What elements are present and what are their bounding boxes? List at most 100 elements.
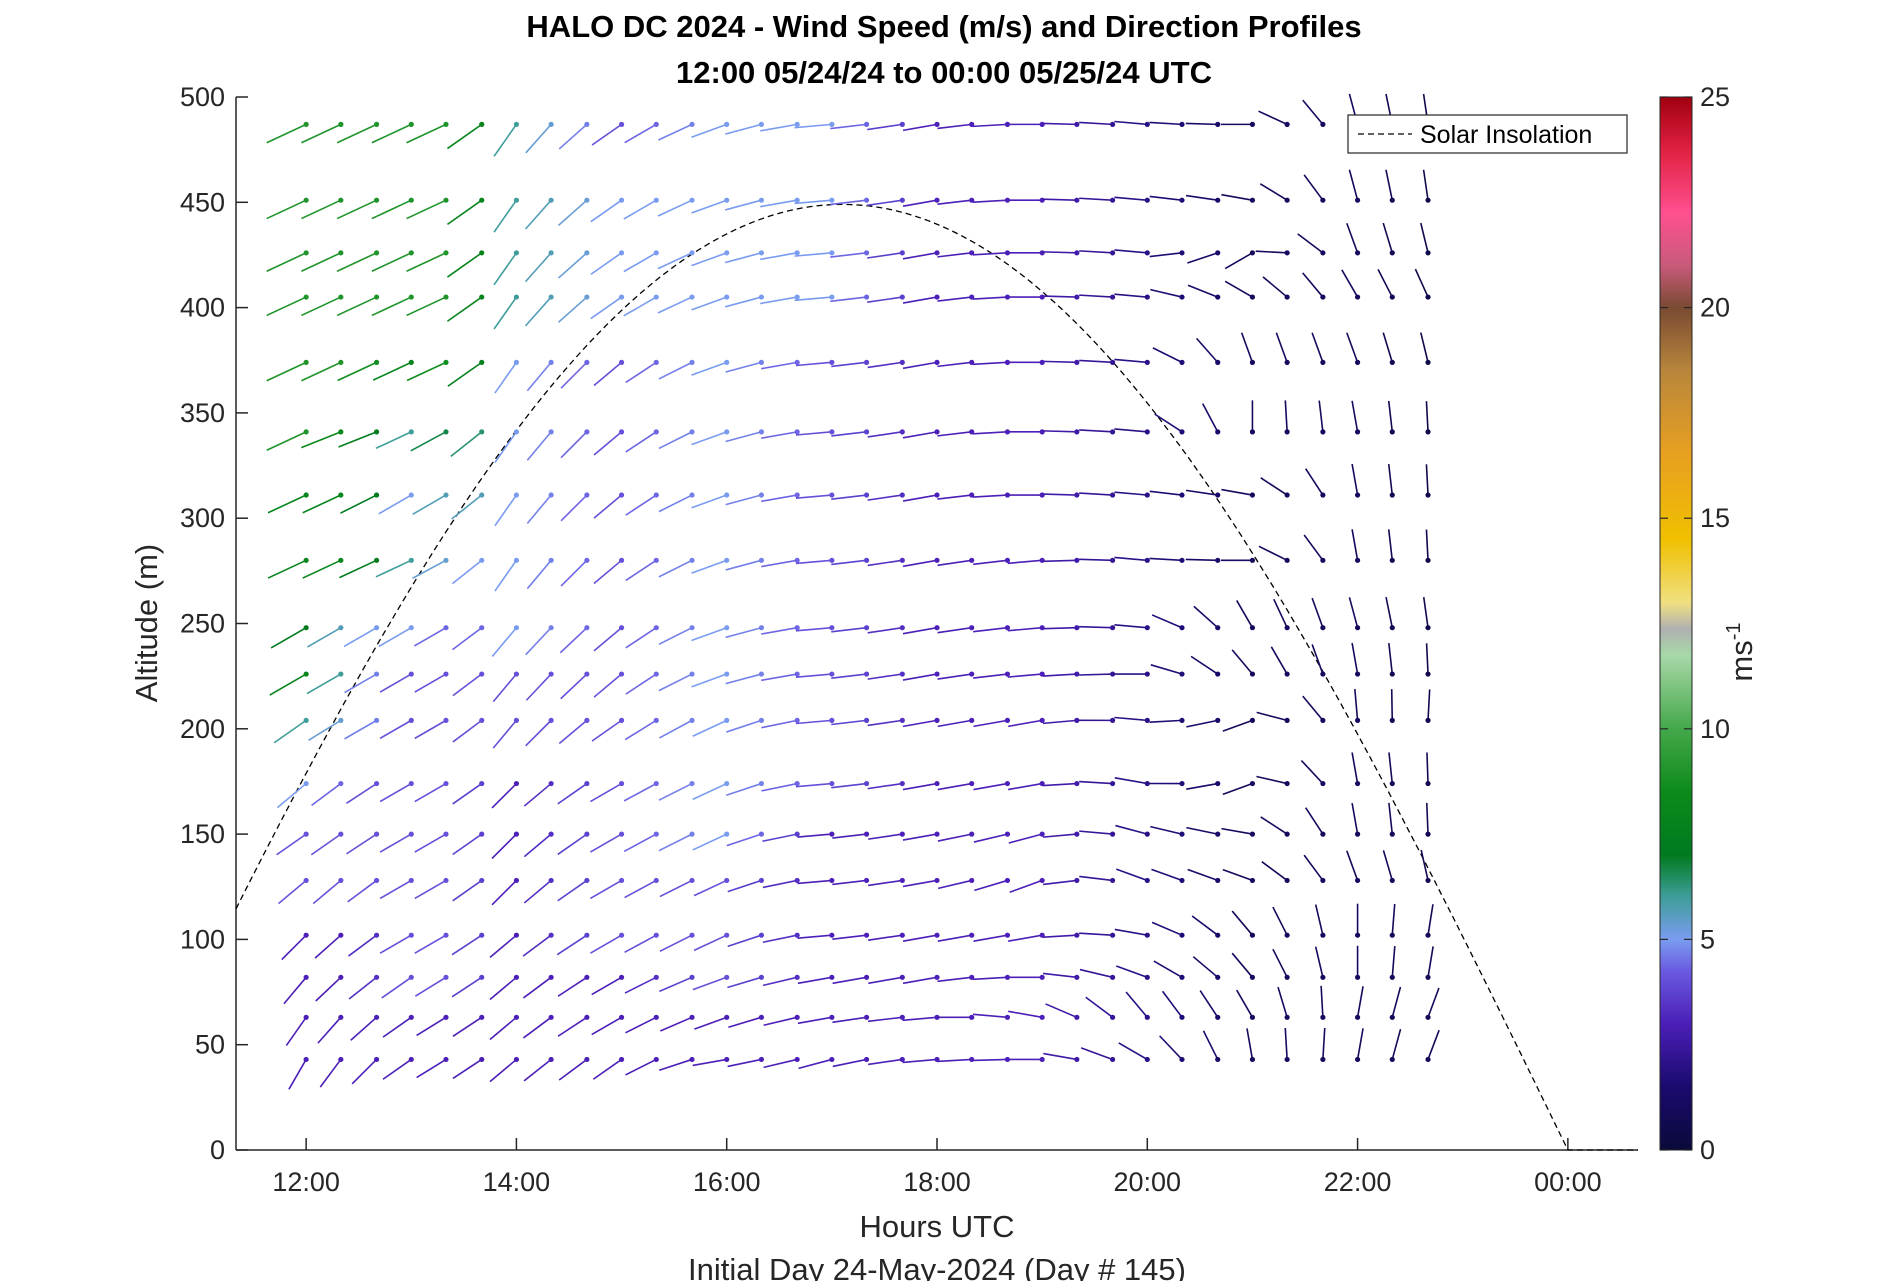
wind-barb-base: [1215, 717, 1221, 723]
wind-barb-base: [338, 557, 344, 563]
wind-barb: [1314, 946, 1324, 978]
wind-barb-base: [303, 1014, 309, 1020]
wind-barb-base: [1425, 429, 1431, 435]
wind-barb-base: [1249, 877, 1256, 884]
wind-barb: [346, 782, 378, 804]
wind-barb: [1224, 280, 1253, 298]
wind-barb-base: [303, 359, 309, 365]
wind-barb-base: [1389, 625, 1395, 631]
wind-barb: [868, 1058, 903, 1066]
wind-barb: [1277, 986, 1288, 1018]
wind-barb-base: [303, 1056, 309, 1063]
wind-barb: [830, 123, 867, 130]
wind-barb-base: [1425, 932, 1431, 938]
wind-barb-base: [1354, 780, 1361, 787]
wind-barb-base: [899, 250, 905, 256]
wind-barb: [1382, 222, 1394, 254]
wind-barb-base: [1320, 197, 1326, 203]
wind-barb-base: [1320, 557, 1326, 563]
wind-barb-base: [1320, 932, 1326, 938]
wind-barb-base: [1144, 121, 1150, 127]
wind-barb: [726, 833, 762, 847]
wind-barb-base: [373, 625, 380, 631]
wind-barb-base: [794, 1014, 800, 1020]
wind-barb-base: [1425, 250, 1431, 256]
wind-barb-base: [1389, 557, 1395, 563]
wind-barb: [1114, 624, 1148, 629]
wind-barb-base: [1425, 717, 1431, 723]
wind-barb: [1231, 649, 1254, 675]
wind-barb-base: [1179, 557, 1185, 563]
wind-barb: [691, 296, 727, 311]
wind-barb: [1114, 196, 1148, 201]
wind-barb: [1273, 598, 1288, 629]
wind-barb-base: [1004, 932, 1011, 938]
wind-barb: [726, 719, 762, 733]
wind-barb-base: [1179, 250, 1185, 256]
wind-barb-base: [618, 671, 625, 677]
wind-barb-base: [1004, 121, 1011, 127]
wind-barb-base: [513, 429, 520, 435]
wind-barb-base: [1004, 1014, 1011, 1020]
wind-barb: [1351, 802, 1359, 835]
wind-barb-base: [689, 625, 695, 631]
wind-barb-base: [758, 974, 765, 980]
wind-barb: [1262, 276, 1288, 298]
wind-barb: [724, 296, 762, 308]
wind-barb-base: [1109, 877, 1116, 884]
wind-barb-base: [1144, 780, 1150, 787]
wind-barb: [525, 627, 552, 656]
wind-barb-base: [1179, 932, 1185, 938]
wind-barb-base: [1354, 625, 1361, 631]
wind-barb-base: [1144, 294, 1150, 300]
wind-barb-base: [443, 294, 449, 300]
wind-barb: [625, 627, 657, 649]
wind-barb-base: [829, 557, 835, 563]
wind-barb-base: [724, 359, 730, 365]
wind-barb: [589, 934, 622, 954]
wind-barb-base: [1389, 974, 1395, 980]
wind-barb: [902, 782, 938, 791]
wind-barb-base: [338, 250, 344, 256]
wind-barb: [1079, 780, 1113, 785]
wind-barb: [270, 627, 307, 649]
x-axis-label: Hours UTC: [859, 1209, 1014, 1244]
wind-barb: [937, 199, 972, 206]
wind-barb-base: [689, 121, 695, 127]
wind-barb-base: [479, 671, 485, 677]
wind-barb-base: [618, 932, 625, 938]
wind-barb-base: [1249, 717, 1256, 723]
wind-barb: [937, 559, 972, 567]
wind-barb: [492, 673, 518, 703]
wind-barbs: [266, 93, 1440, 1090]
wind-barb: [902, 673, 938, 681]
wind-barb-base: [934, 197, 940, 203]
wind-barb: [1388, 802, 1394, 835]
wind-barb-base: [899, 974, 905, 980]
wind-barb: [937, 782, 972, 791]
wind-barb: [902, 494, 938, 502]
wind-barb: [795, 494, 832, 499]
wind-barb-base: [373, 557, 380, 563]
wind-barb: [379, 934, 412, 954]
wind-barb-base: [689, 359, 695, 365]
wind-barb: [1116, 965, 1148, 979]
wind-barb-base: [1215, 294, 1221, 300]
wind-barb-base: [1284, 717, 1290, 723]
wind-barb: [493, 252, 518, 286]
wind-barb: [624, 719, 657, 741]
wind-barb-base: [408, 429, 414, 435]
wind-barb-base: [1004, 831, 1011, 837]
wind-barb: [1240, 332, 1254, 363]
wind-barb: [725, 673, 762, 685]
wind-barb: [797, 1016, 832, 1025]
wind-barb-base: [373, 250, 380, 256]
wind-barb-base: [1004, 877, 1011, 884]
wind-barb-base: [443, 932, 449, 938]
wind-barb-base: [1249, 294, 1256, 300]
wind-barb: [336, 296, 377, 317]
wind-barb: [623, 252, 657, 273]
wind-barb: [557, 879, 588, 902]
wind-barb-base: [618, 1014, 625, 1020]
wind-barb: [972, 976, 1008, 981]
